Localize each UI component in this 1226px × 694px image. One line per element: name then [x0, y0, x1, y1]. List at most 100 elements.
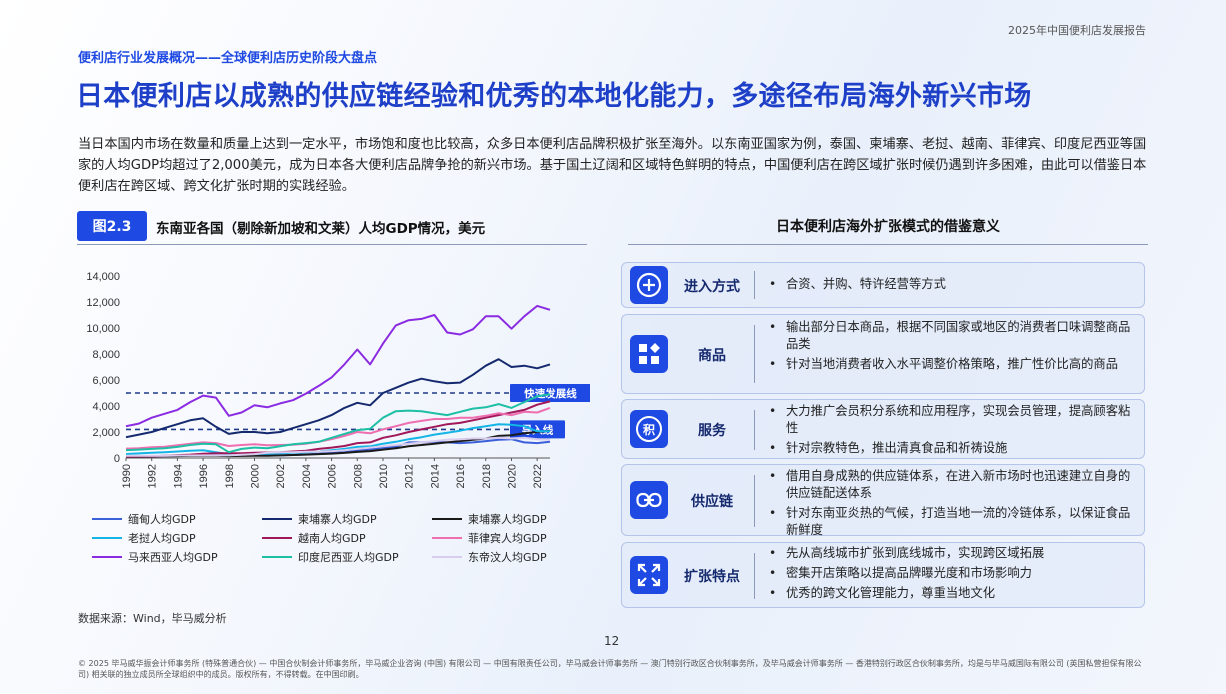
y-tick-label: 6,000: [92, 375, 120, 387]
series-line: [125, 400, 551, 458]
grid-icon: [630, 335, 668, 373]
legend-label: 马来西亚人均GDP: [128, 551, 218, 564]
card-label: 扩张特点: [684, 569, 740, 585]
bullet-item: 优秀的跨文化管理能力，尊重当地文化: [766, 585, 1132, 602]
x-tick-label: 1994: [172, 464, 184, 488]
card-label: 商品: [698, 348, 726, 364]
expand-icon: [630, 556, 668, 594]
gdp-line-chart: 0 2,000 4,000 6,000 8,000 10,000 12,000 14,000 1…: [86, 271, 590, 488]
legend-item: 马来西亚人均GDP: [92, 549, 218, 565]
legend-label: 柬埔寨人均GDP: [298, 513, 377, 526]
legend-swatch: [92, 518, 122, 520]
legend-swatch: [262, 556, 292, 558]
x-tick-label: 1992: [147, 464, 159, 488]
x-tick-label: 2008: [352, 464, 364, 488]
series-line: [125, 423, 550, 456]
plus-circle-icon: [630, 266, 668, 304]
legend-label: 东帝汶人均GDP: [468, 551, 547, 564]
points-glyph: 积: [636, 416, 662, 442]
legend-swatch: [92, 556, 122, 558]
legend-swatch: [432, 518, 462, 520]
page-number: 12: [604, 634, 620, 648]
card-bullets: 合资、并购、特许经营等方式: [766, 276, 1132, 296]
card-supply-chain: 供应链 借用自身成熟的供应链体系，在进入新市场时也迅速建立自身的供应链配送体系 …: [621, 464, 1145, 537]
legend-item: 缅甸人均GDP: [92, 511, 196, 527]
x-tick-label: 2016: [455, 464, 467, 488]
card-bullets: 借用自身成熟的供应链体系，在进入新市场时也迅速建立自身的供应链配送体系 针对东南…: [766, 468, 1132, 542]
legend-label: 柬埔寨人均GDP: [468, 513, 547, 526]
card-bullets: 先从高线城市扩张到底线城市，实现跨区域拓展 密集开店策略以提高品牌曝光度和市场影…: [766, 545, 1132, 605]
footer-copyright: © 2025 毕马威华振会计师事务所 (特殊普通合伙) — 中国合伙制会计师事务…: [78, 659, 1142, 679]
legend-item: 柬埔寨人均GDP: [432, 511, 547, 527]
card-label: 服务: [698, 423, 726, 439]
x-tick-label: 2022: [532, 464, 544, 488]
bullet-item: 针对当地消费者收入水平调整价格策略，推广性价比高的商品: [766, 356, 1132, 373]
legend-item: 菲律宾人均GDP: [432, 530, 547, 546]
legend-swatch: [262, 537, 292, 539]
x-tick-label: 2002: [275, 464, 287, 488]
reference-label-box: [510, 384, 590, 402]
x-tick-label: 2004: [301, 464, 313, 488]
legend-label: 越南人均GDP: [298, 532, 366, 545]
bullet-item: 针对宗教特色，推出清真食品和祈祷设施: [766, 440, 1132, 457]
cards-heading: 日本便利店海外扩张模式的借鉴意义: [776, 219, 1000, 235]
y-tick-label: 10,000: [86, 323, 120, 335]
x-tick-label: 2020: [506, 464, 518, 488]
x-tick-label: 2010: [378, 464, 390, 488]
card-expansion: 扩张特点 先从高线城市扩张到底线城市，实现跨区域拓展 密集开店策略以提高品牌曝光…: [621, 542, 1145, 608]
y-tick-label: 0: [114, 453, 120, 465]
y-tick-label: 4,000: [92, 401, 120, 413]
figure-title: 东南亚各国（剔除新加坡和文莱）人均GDP情况，美元: [156, 221, 486, 237]
cards-divider: [628, 244, 1148, 245]
y-tick-label: 8,000: [92, 349, 120, 361]
points-icon: 积: [630, 410, 668, 448]
y-tick-label: 14,000: [86, 271, 120, 283]
card-service: 积 服务 大力推广会员积分系统和应用程序，实现会员管理，提高顾客粘性 针对宗教特…: [621, 399, 1145, 459]
bullet-item: 先从高线城市扩张到底线城市，实现跨区域拓展: [766, 545, 1132, 562]
legend-swatch: [432, 537, 462, 539]
bullet-item: 针对东南亚炎热的气候，打造当地一流的冷链体系，以保证食品新鲜度: [766, 505, 1132, 539]
card-label: 进入方式: [684, 279, 740, 295]
series-line: [125, 393, 551, 454]
bullet-item: 输出部分日本商品，根据不同国家或地区的消费者口味调整商品品类: [766, 319, 1132, 353]
x-tick-label: 2014: [429, 464, 441, 488]
card-label: 供应链: [691, 494, 733, 510]
x-tick-label: 2006: [327, 464, 339, 488]
series-line: [126, 436, 551, 457]
legend-swatch: [92, 537, 122, 539]
legend-item: 老挝人均GDP: [92, 530, 196, 546]
legend-item: 柬埔寨人均GDP: [262, 511, 377, 527]
figure-badge: 图2.3: [77, 211, 147, 241]
legend-label: 缅甸人均GDP: [128, 513, 196, 526]
card-products: 商品 输出部分日本商品，根据不同国家或地区的消费者口味调整商品品类 针对当地消费…: [621, 314, 1145, 394]
legend-label: 老挝人均GDP: [128, 532, 196, 545]
legend-item: 印度尼西亚人均GDP: [262, 549, 399, 565]
data-source: 数据来源：Wind，毕马威分析: [78, 612, 227, 625]
series-line: [125, 304, 551, 428]
x-tick-label: 1990: [121, 464, 133, 488]
legend-label: 菲律宾人均GDP: [468, 532, 547, 545]
intro-paragraph: 当日本国内市场在数量和质量上达到一定水平，市场饱和度也比较高，众多日本便利店品牌…: [78, 137, 1147, 194]
x-tick-label: 2018: [481, 464, 493, 488]
series-line: [125, 358, 551, 439]
y-tick-label: 12,000: [86, 297, 120, 309]
x-tick-label: 1998: [224, 464, 236, 488]
legend-label: 印度尼西亚人均GDP: [298, 551, 399, 564]
page-title: 日本便利店以成熟的供应链经验和优秀的本地化能力，多途径布局海外新兴市场: [76, 81, 1032, 112]
bullet-item: 合资、并购、特许经营等方式: [766, 276, 1132, 293]
link-icon: [630, 481, 668, 519]
report-title: 2025年中国便利店发展报告: [1008, 24, 1146, 37]
legend-swatch: [262, 518, 292, 520]
bullet-item: 大力推广会员积分系统和应用程序，实现会员管理，提高顾客粘性: [766, 403, 1132, 437]
y-tick-label: 2,000: [92, 427, 120, 439]
x-tick-label: 1996: [198, 464, 210, 488]
bullet-item: 密集开店策略以提高品牌曝光度和市场影响力: [766, 565, 1132, 582]
legend-swatch: [432, 556, 462, 558]
figure-divider: [77, 244, 587, 245]
x-tick-label: 2000: [249, 464, 261, 488]
bullet-item: 借用自身成熟的供应链体系，在进入新市场时也迅速建立自身的供应链配送体系: [766, 468, 1132, 502]
card-bullets: 输出部分日本商品，根据不同国家或地区的消费者口味调整商品品类 针对当地消费者收入…: [766, 319, 1132, 376]
card-entry-mode: 进入方式 合资、并购、特许经营等方式: [621, 262, 1145, 308]
section-tag: 便利店行业发展概况——全球便利店历史阶段大盘点: [78, 51, 378, 66]
legend-item: 东帝汶人均GDP: [432, 549, 547, 565]
